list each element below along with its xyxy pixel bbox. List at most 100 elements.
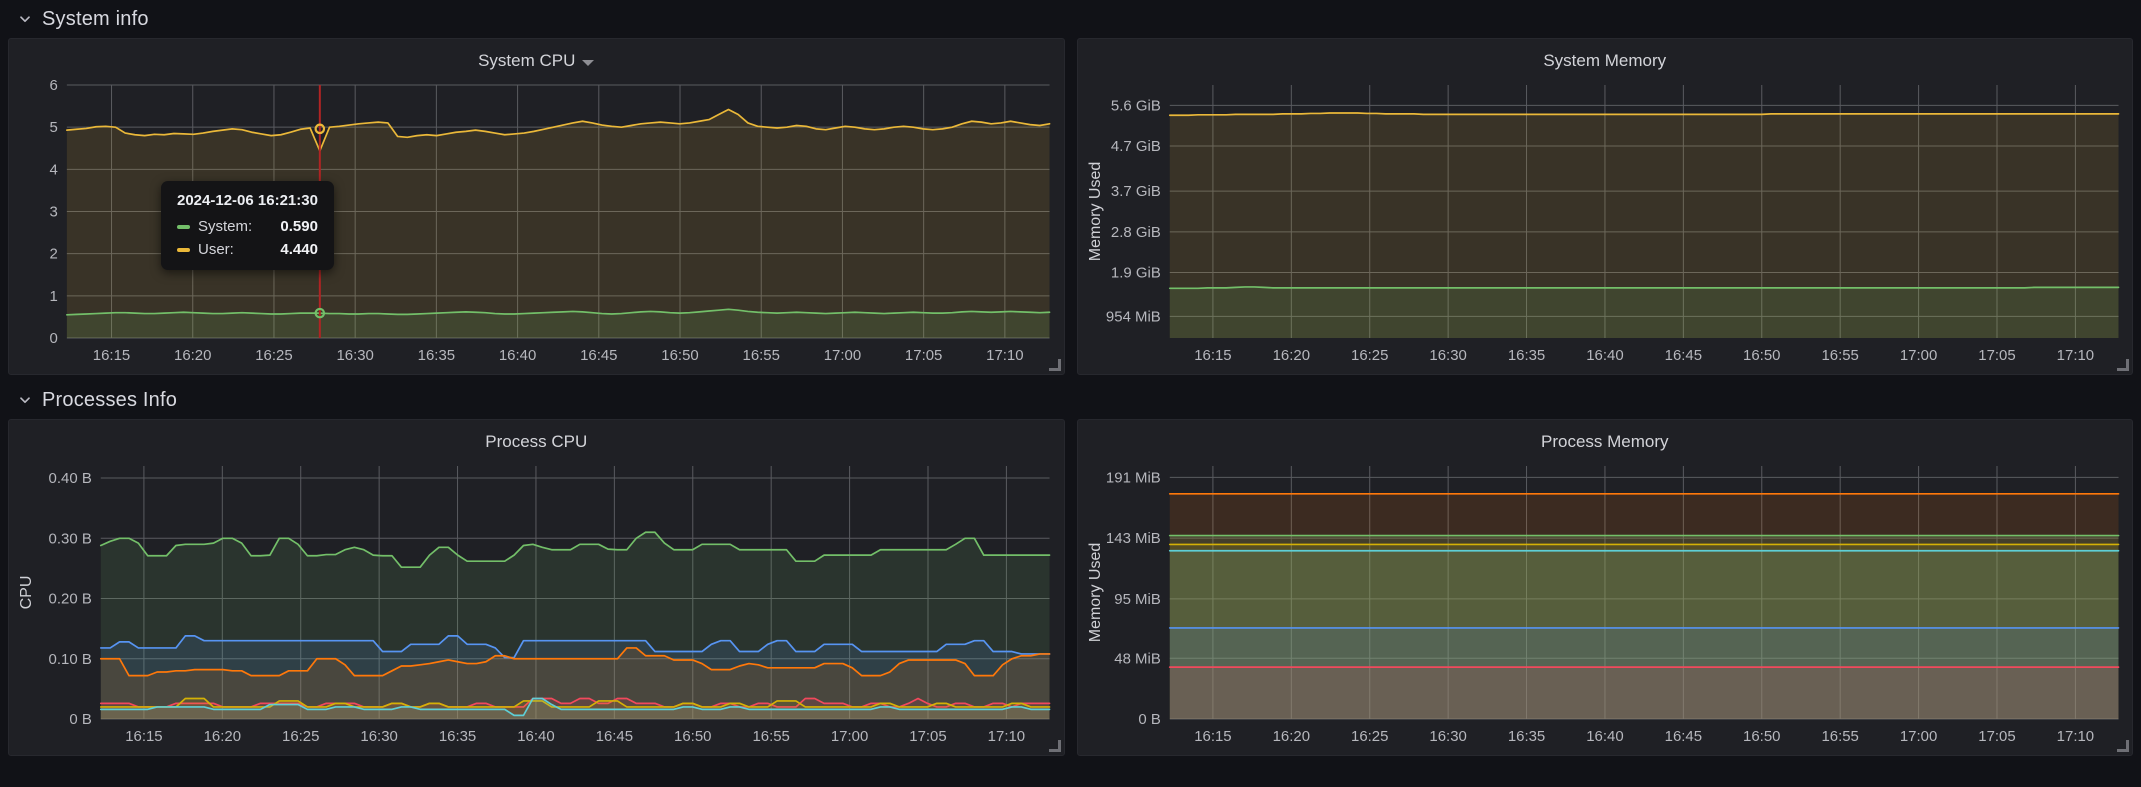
chart-system-cpu[interactable]: 0 1 2 3 4 5 6 16:15 16:20 16:25 16:30 16:35 16:40 16:… [9, 71, 1064, 374]
series-area [66, 309, 1050, 338]
series-line-Used [1168, 112, 2119, 117]
x-axis-tick-label: 16:55 [1821, 728, 1858, 745]
x-axis-tick-label: 17:05 [909, 728, 946, 745]
x-axis-tick-label: 16:55 [1821, 347, 1858, 364]
chart-process-cpu[interactable]: 0.40 B 0.30 B 0.20 B 0.10 B 0 B 16:15 16:20 16:… [9, 452, 1064, 755]
x-axis-tick-label: 16:35 [439, 728, 476, 745]
panel-process-memory[interactable]: Process Memory 191 MiB 143 MiB 95 MiB 48 Mi… [1076, 419, 2133, 756]
y-axis-tick-label: 5.6 GiB [1110, 97, 1160, 114]
y-axis-tick-label: 0.20 B [49, 591, 92, 608]
panel-title-text: System Memory [1543, 51, 1667, 70]
y-axis-tick-label: 0 [50, 330, 58, 347]
row-title: Processes Info [42, 388, 178, 411]
y-axis-tick-label: 95 MiB [1114, 591, 1161, 608]
chart-process-memory[interactable]: 191 MiB 143 MiB 95 MiB 48 MiB 0 B 16:15 16:20 1… [1078, 452, 2133, 755]
series-area [1169, 286, 2119, 338]
y-axis-tick-label: 2.8 GiB [1110, 224, 1160, 241]
chart-system-memory[interactable]: 5.6 GiB 4.7 GiB 3.7 GiB 2.8 GiB 1.9 GiB 954 M… [1078, 71, 2133, 374]
series-area [100, 532, 1050, 719]
tooltip-timestamp: 2024-12-06 16:21:30 [177, 192, 318, 209]
series-color-swatch-system [177, 224, 190, 229]
x-axis-tick-label: 16:25 [1351, 347, 1388, 364]
x-axis-tick-label: 16:30 [1429, 347, 1466, 364]
tooltip-row-system: System: 0.590 [177, 218, 318, 235]
resize-handle-icon[interactable] [2117, 359, 2129, 371]
y-axis-tick-label: 1 [50, 288, 58, 305]
panel-title-text: System CPU [478, 51, 576, 70]
series-line-proc-yellow [99, 697, 1051, 708]
y-axis-title: Memory Used [1086, 162, 1103, 262]
chart-canvas-system-memory[interactable]: 5.6 GiB 4.7 GiB 3.7 GiB 2.8 GiB 1.9 GiB 954 M… [1078, 71, 2133, 374]
panel-system-cpu[interactable]: System CPU 0 1 2 3 4 5 6 16:15 16:20 16:25 16:30 16… [8, 38, 1065, 375]
x-axis-tick-label: 17:00 [831, 728, 868, 745]
panel-title-system-memory[interactable]: System Memory [1078, 39, 2133, 71]
x-axis-tick-label: 17:05 [1978, 728, 2015, 745]
panel-title-system-cpu[interactable]: System CPU [9, 39, 1064, 71]
chevron-down-icon[interactable] [18, 12, 32, 26]
x-axis-tick-label: 16:15 [125, 728, 162, 745]
x-axis-tick-label: 16:15 [93, 347, 130, 364]
x-axis-tick-label: 17:00 [1899, 728, 1936, 745]
panel-title-process-memory[interactable]: Process Memory [1078, 420, 2133, 452]
x-axis-tick-label: 16:20 [1272, 728, 1309, 745]
x-axis-tick-label: 16:50 [1743, 728, 1780, 745]
y-axis-tick-label: 0.10 B [49, 651, 92, 668]
panel-system-memory[interactable]: System Memory 5.6 GiB 4.7 GiB 3.7 GiB 2.8 G… [1076, 38, 2133, 375]
series-area [1169, 113, 2119, 338]
tooltip-row-user: User: 4.440 [177, 241, 318, 258]
y-axis-tick-label: 0 B [1138, 711, 1160, 728]
x-axis-tick-label: 16:40 [1586, 728, 1623, 745]
x-axis-tick-label: 16:35 [1507, 347, 1544, 364]
y-axis-tick-label: 4.7 GiB [1110, 138, 1160, 155]
x-axis-tick-label: 16:40 [517, 728, 554, 745]
row-header-system-info[interactable]: System info [0, 0, 2141, 38]
chart-canvas-process-memory[interactable]: 191 MiB 143 MiB 95 MiB 48 MiB 0 B 16:15 16:20 1… [1078, 452, 2133, 755]
datapoint-marker [314, 307, 326, 319]
y-axis-tick-label: 0.40 B [49, 470, 92, 487]
x-axis-tick-label: 16:45 [596, 728, 633, 745]
x-axis-tick-label: 17:00 [1899, 347, 1936, 364]
series-area [100, 698, 1050, 719]
x-axis-tick-label: 16:30 [1429, 728, 1466, 745]
panel-title-text: Process Memory [1540, 432, 1669, 451]
x-axis-tick-label: 16:50 [674, 728, 711, 745]
x-axis-tick-label: 16:45 [1664, 728, 1701, 745]
x-axis-tick-label: 17:05 [905, 347, 942, 364]
x-axis-tick-label: 16:35 [1507, 728, 1544, 745]
y-axis-tick-label: 6 [50, 77, 58, 94]
x-axis-tick-label: 16:20 [174, 347, 211, 364]
resize-handle-icon[interactable] [2117, 740, 2129, 752]
x-axis-tick-label: 17:10 [988, 728, 1025, 745]
y-axis-tick-label: 4 [50, 161, 58, 178]
series-area [66, 109, 1050, 339]
y-axis-tick-label: 2 [50, 246, 58, 263]
panel-process-cpu[interactable]: Process CPU 0.40 B 0.30 B 0.20 B 0.10 B 0 B 1… [8, 419, 1065, 756]
row-title: System info [42, 7, 149, 30]
chevron-down-icon[interactable] [18, 393, 32, 407]
x-axis-tick-label: 16:35 [418, 347, 455, 364]
x-axis-tick-label: 16:55 [743, 347, 780, 364]
series-line-User [66, 108, 1051, 152]
chevron-down-icon[interactable] [582, 59, 595, 66]
datapoint-marker [314, 123, 326, 135]
x-axis-tick-label: 16:45 [580, 347, 617, 364]
resize-handle-icon[interactable] [1048, 740, 1061, 752]
chart-tooltip: 2024-12-06 16:21:30 System: 0.590 User: … [161, 181, 334, 270]
series-area [1169, 550, 2119, 719]
series-area [1169, 627, 2119, 719]
tooltip-series-name: System: [198, 218, 253, 235]
x-axis-tick-label: 16:20 [204, 728, 241, 745]
x-axis-tick-label: 17:05 [1978, 347, 2015, 364]
row-header-processes-info[interactable]: Processes Info [0, 381, 2141, 419]
panel-title-process-cpu[interactable]: Process CPU [9, 420, 1064, 452]
x-axis-tick-label: 16:25 [255, 347, 292, 364]
series-line-proc-orange [99, 647, 1051, 677]
chart-canvas-process-cpu[interactable]: 0.40 B 0.30 B 0.20 B 0.10 B 0 B 16:15 16:20 16:… [9, 452, 1064, 755]
resize-handle-icon[interactable] [1048, 359, 1061, 371]
x-axis-tick-label: 17:10 [2056, 347, 2093, 364]
y-axis-tick-label: 3 [50, 203, 58, 220]
tooltip-series-value: 4.440 [280, 241, 318, 258]
y-axis-tick-label: 1.9 GiB [1110, 264, 1160, 281]
